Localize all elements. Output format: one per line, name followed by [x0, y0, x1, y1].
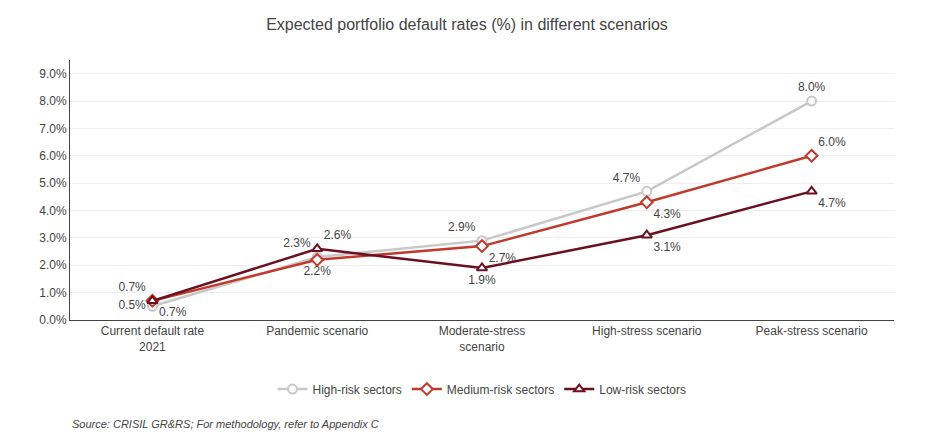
svg-text:1.9%: 1.9%	[468, 273, 496, 287]
svg-text:4.0%: 4.0%	[39, 204, 67, 218]
svg-text:4.3%: 4.3%	[653, 207, 681, 221]
svg-text:Expected portfolio default rat: Expected portfolio default rates (%) in …	[266, 16, 668, 33]
svg-text:High-stress scenario: High-stress scenario	[592, 324, 702, 338]
svg-text:Peak-stress scenario: Peak-stress scenario	[756, 324, 868, 338]
svg-text:6.0%: 6.0%	[39, 149, 67, 163]
svg-text:8.0%: 8.0%	[798, 80, 826, 94]
svg-text:2.7%: 2.7%	[489, 251, 517, 265]
svg-text:Pandemic scenario: Pandemic scenario	[266, 324, 368, 338]
svg-text:0.7%: 0.7%	[159, 305, 187, 319]
svg-text:Source: CRISIL GR&RS; For meth: Source: CRISIL GR&RS; For methodology, r…	[72, 418, 379, 430]
svg-text:0.7%: 0.7%	[118, 280, 146, 294]
svg-text:Moderate-stressscenario: Moderate-stressscenario	[439, 324, 526, 354]
svg-text:2.2%: 2.2%	[304, 264, 332, 278]
svg-text:3.0%: 3.0%	[39, 231, 67, 245]
svg-text:Low-risk sectors: Low-risk sectors	[599, 383, 686, 397]
svg-text:2.6%: 2.6%	[324, 228, 352, 242]
svg-text:5.0%: 5.0%	[39, 176, 67, 190]
svg-text:0.5%: 0.5%	[118, 298, 146, 312]
svg-text:7.0%: 7.0%	[39, 122, 67, 136]
svg-text:8.0%: 8.0%	[39, 94, 67, 108]
svg-text:9.0%: 9.0%	[39, 67, 67, 81]
svg-text:6.0%: 6.0%	[818, 135, 846, 149]
svg-text:2.0%: 2.0%	[39, 258, 67, 272]
svg-text:2.3%: 2.3%	[283, 236, 311, 250]
svg-text:4.7%: 4.7%	[818, 196, 846, 210]
svg-text:Current default rate2021: Current default rate2021	[101, 324, 205, 354]
svg-text:Medium-risk sectors: Medium-risk sectors	[447, 383, 554, 397]
svg-text:High-risk sectors: High-risk sectors	[313, 383, 402, 397]
svg-text:0.0%: 0.0%	[39, 313, 67, 327]
svg-text:2.9%: 2.9%	[448, 220, 476, 234]
svg-text:4.7%: 4.7%	[613, 171, 641, 185]
svg-text:1.0%: 1.0%	[39, 286, 67, 300]
svg-text:3.1%: 3.1%	[653, 240, 681, 254]
